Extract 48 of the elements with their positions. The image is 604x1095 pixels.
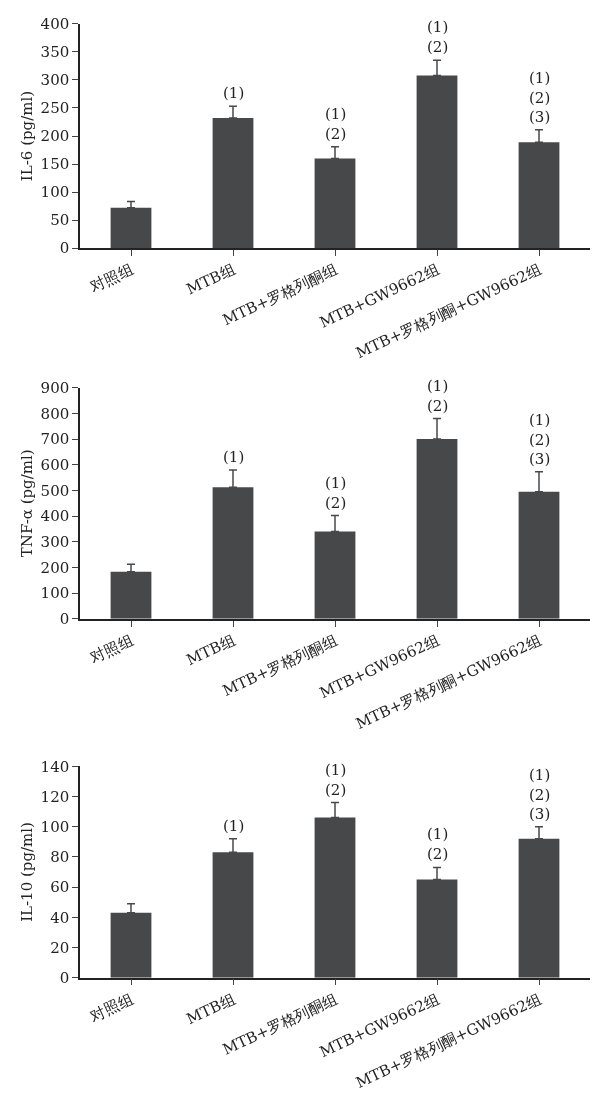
y-tick-label: 20: [50, 938, 70, 957]
y-tick-label: 0: [59, 968, 70, 987]
y-tick-label: 0: [59, 239, 70, 258]
y-tick-label: 140: [40, 757, 70, 776]
y-tick-label: 50: [50, 211, 70, 230]
annotation: (1): [223, 84, 245, 102]
x-tick-label: MTB组: [183, 260, 238, 299]
annotation: (1): [223, 817, 245, 835]
y-tick-label: 700: [40, 430, 70, 449]
y-tick-label: 200: [40, 127, 70, 146]
y-tick-label: 350: [40, 43, 70, 62]
annotation: (1) (2) (3): [529, 69, 551, 126]
y-tick-label: 300: [40, 533, 70, 552]
annotation: (1): [223, 448, 245, 466]
y-tick-label: 100: [40, 183, 70, 202]
y-tick-label: 200: [40, 558, 70, 577]
annotation: (1) (2): [427, 18, 449, 56]
y-axis-title: IL-6 (pg/ml): [18, 90, 37, 182]
x-tick-label: MTB组: [183, 631, 238, 670]
y-tick-label: 900: [40, 378, 70, 397]
y-tick-label: 400: [40, 15, 70, 34]
y-tick-label: 250: [40, 99, 70, 118]
annotation: (1) (2): [325, 105, 347, 143]
y-tick-label: 150: [40, 155, 70, 174]
x-tick-label: 对照组: [87, 260, 136, 296]
x-tick-label: MTB组: [183, 990, 238, 1029]
y-tick-label: 600: [40, 455, 70, 474]
y-tick-label: 100: [40, 817, 70, 836]
y-tick-label: 120: [40, 787, 70, 806]
y-tick-label: 40: [50, 908, 70, 927]
annotation: (1) (2) (3): [529, 411, 551, 468]
y-tick-label: 0: [59, 610, 70, 629]
y-tick-label: 300: [40, 71, 70, 90]
x-tick-label: 对照组: [87, 631, 136, 667]
x-tick-label: 对照组: [87, 990, 136, 1026]
y-tick-label: 100: [40, 584, 70, 603]
y-axis-title: TNF-α (pg/ml): [18, 449, 37, 558]
annotation: (1) (2): [427, 377, 449, 415]
annotation: (1) (2) (3): [529, 766, 551, 823]
y-tick-label: 800: [40, 404, 70, 423]
y-tick-label: 80: [50, 848, 70, 867]
y-tick-label: 60: [50, 878, 70, 897]
y-tick-label: 500: [40, 481, 70, 500]
annotation: (1) (2): [325, 474, 347, 512]
y-tick-label: 400: [40, 507, 70, 526]
annotation: (1) (2): [325, 761, 347, 799]
annotation: (1) (2): [427, 825, 449, 863]
y-axis-title: IL-10 (pg/ml): [18, 822, 37, 922]
